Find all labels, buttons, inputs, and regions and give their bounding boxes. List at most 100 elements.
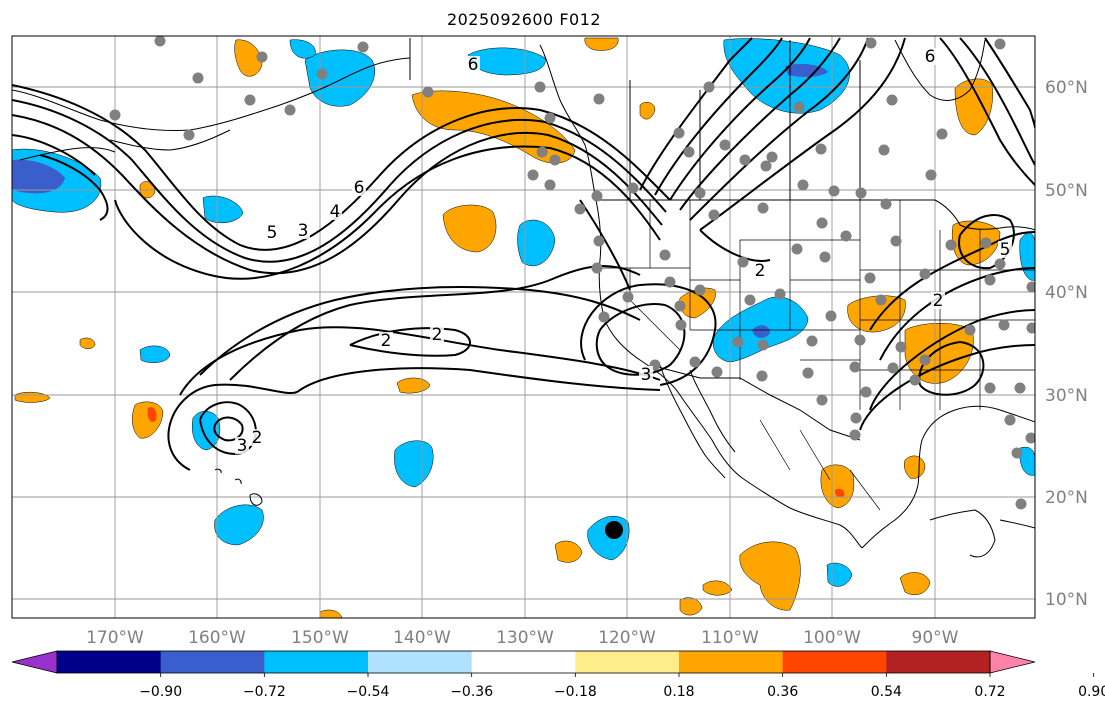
- contour: [229, 264, 641, 381]
- station-dot: [850, 412, 862, 424]
- contour: [669, 37, 811, 201]
- station-dot: [1026, 281, 1035, 293]
- station-dot: [732, 336, 744, 348]
- positive-anomaly-region: [319, 609, 343, 618]
- contour-label: 6: [468, 55, 479, 75]
- latitude-label: 40°N: [1045, 283, 1088, 303]
- station-dot: [849, 429, 861, 441]
- station-dot: [544, 112, 556, 124]
- station-dot: [664, 276, 676, 288]
- contour-label: 2: [933, 291, 944, 311]
- station-dot: [284, 104, 296, 116]
- positive-anomaly-core: [147, 407, 157, 422]
- positive-anomaly-region: [396, 377, 431, 394]
- latitude-label: 50°N: [1045, 181, 1088, 201]
- contour-label-background: [265, 224, 279, 241]
- station-dot: [1011, 447, 1023, 459]
- colorbar-segment: [471, 651, 576, 673]
- station-dot: [793, 101, 805, 113]
- station-dot: [828, 185, 840, 197]
- station-dot: [1025, 432, 1035, 444]
- station-dot: [703, 81, 715, 93]
- contour: [689, 37, 869, 221]
- contour: [12, 84, 671, 251]
- station-dot: [816, 217, 828, 229]
- colorbar-segment: [368, 651, 473, 673]
- negative-anomaly-region: [289, 39, 316, 59]
- longitude-label: 170°W: [86, 628, 144, 648]
- station-dot: [711, 366, 723, 378]
- us-canada-border: [600, 199, 1035, 231]
- station-dot: [980, 237, 992, 249]
- station-dot: [527, 169, 539, 181]
- station-dot: [674, 300, 686, 312]
- negative-anomaly-region: [214, 504, 264, 546]
- positive-anomaly-region: [79, 337, 96, 349]
- contour-label-background: [250, 429, 264, 446]
- alaska-peninsula: [109, 129, 231, 151]
- station-dot: [316, 68, 328, 80]
- colorbar-extend-high: [989, 650, 1036, 674]
- colorbar-tick-label: −0.90: [139, 684, 182, 700]
- station-dot: [192, 72, 204, 84]
- positive-anomaly-core: [834, 488, 845, 498]
- coastline-west: [539, 44, 863, 549]
- station-dot: [154, 36, 166, 47]
- contour: [199, 286, 641, 376]
- station-dot: [984, 382, 996, 394]
- station-dot: [593, 93, 605, 105]
- positive-anomaly-region: [554, 540, 583, 563]
- colorbar: −0.90 −0.72 −0.54 −0.36 −0.18 0.18 0.36 0.54 0.7…: [11, 650, 1105, 700]
- negative-anomaly-core: [752, 325, 770, 338]
- negative-anomaly-region: [1019, 446, 1035, 476]
- colorbar-tick-label: 0.90: [1078, 684, 1105, 700]
- longitude-label: 110°W: [701, 628, 759, 648]
- contour-label: 6: [354, 178, 365, 198]
- longitude-label: 140°W: [393, 628, 451, 648]
- colorbar-tick-label: 0.72: [974, 684, 1005, 700]
- station-dot: [791, 243, 803, 255]
- longitude-label: 160°W: [188, 628, 246, 648]
- station-dot: [591, 190, 603, 202]
- station-dot: [890, 235, 902, 247]
- negative-anomaly-core: [12, 159, 65, 194]
- positive-anomaly-region: [442, 204, 497, 253]
- negative-anomaly-region: [517, 219, 556, 267]
- negative-anomaly-region: [723, 38, 850, 114]
- station-dot: [998, 319, 1010, 331]
- state-line: [600, 200, 691, 269]
- station-dot: [855, 187, 867, 199]
- contour: [12, 134, 96, 176]
- gulf-coast: [861, 405, 1035, 549]
- station-dot: [945, 239, 957, 251]
- station-dot: [549, 154, 561, 166]
- station-dot: [760, 160, 772, 172]
- station-dot: [984, 274, 996, 286]
- contour: [939, 37, 1035, 186]
- station-dot: [909, 374, 921, 386]
- contour: [984, 37, 1035, 129]
- station-dot: [683, 146, 695, 158]
- baja-peninsula: [659, 364, 726, 479]
- contour: [12, 114, 663, 275]
- contour: [114, 145, 661, 280]
- station-dot: [816, 394, 828, 406]
- station-dot: [880, 198, 892, 210]
- mexico-state-lines: [759, 419, 881, 511]
- contour-label-background: [328, 203, 342, 220]
- contour: [179, 326, 661, 396]
- contour-label-background: [430, 326, 444, 343]
- station-dot: [878, 144, 890, 156]
- colorbar-segment: [264, 651, 369, 673]
- station-dot: [109, 109, 121, 121]
- station-dot: [739, 154, 751, 166]
- station-dot: [774, 288, 786, 300]
- station-dot: [994, 258, 1006, 270]
- colorbar-tick-label: −0.72: [243, 684, 286, 700]
- station-dot: [183, 129, 195, 141]
- colorbar-tick-label: 0.36: [767, 684, 798, 700]
- station-dot: [865, 37, 877, 49]
- positive-anomaly-region: [411, 90, 576, 164]
- station-dot: [854, 334, 866, 346]
